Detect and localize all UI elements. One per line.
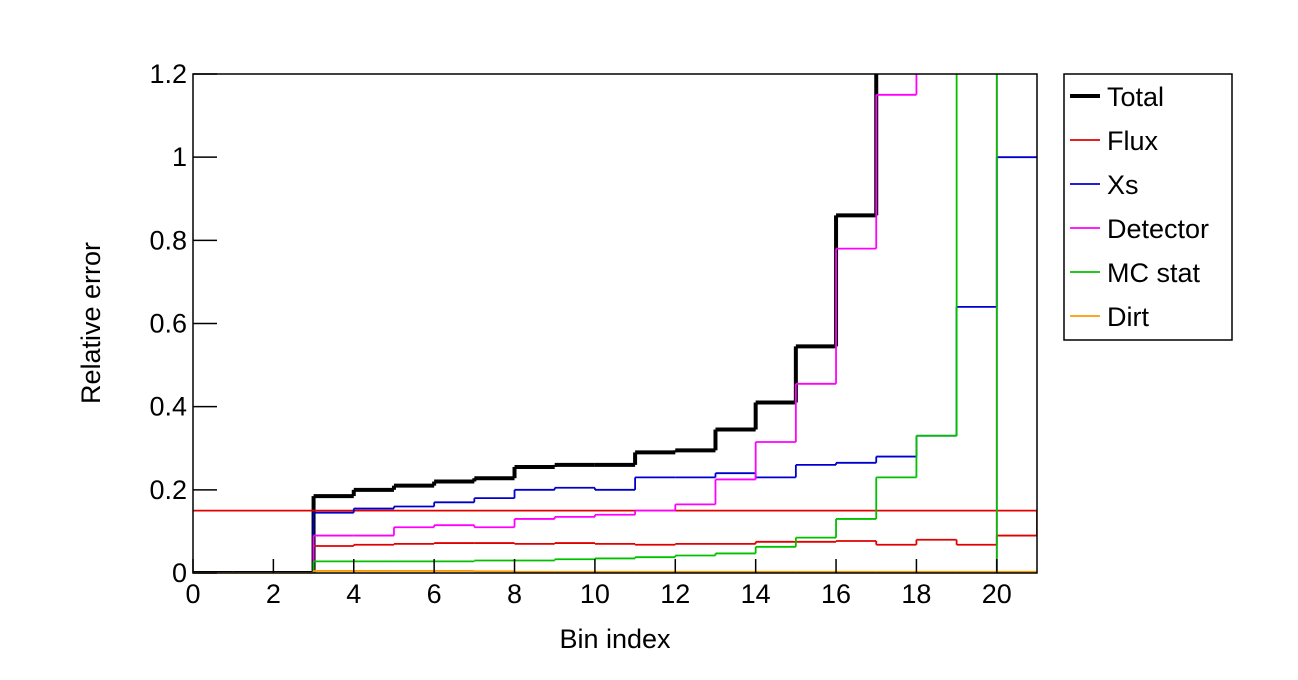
legend-label: Xs: [1107, 170, 1139, 200]
x-tick-label: 0: [185, 579, 200, 609]
legend-label: Total: [1107, 82, 1164, 112]
x-tick-label: 8: [507, 579, 522, 609]
legend-label: Dirt: [1107, 302, 1149, 332]
y-axis-label: Relative error: [76, 242, 106, 404]
legend-label: MC stat: [1107, 258, 1201, 288]
legend-box: [1063, 73, 1233, 341]
x-tick-label: 6: [427, 579, 442, 609]
x-tick-label: 4: [346, 579, 361, 609]
legend-label: Detector: [1107, 214, 1209, 244]
legend-label: Flux: [1107, 126, 1159, 156]
y-tick-label: 0.6: [149, 309, 187, 339]
y-tick-label: 0.2: [149, 475, 187, 505]
x-axis-label: Bin index: [559, 624, 671, 654]
x-tick-label: 14: [741, 579, 771, 609]
x-tick-label: 10: [580, 579, 610, 609]
x-tick-label: 20: [982, 579, 1012, 609]
y-tick-label: 0: [172, 558, 187, 588]
x-tick-label: 2: [266, 579, 281, 609]
y-tick-label: 1.2: [149, 59, 187, 89]
x-tick-label: 12: [660, 579, 690, 609]
y-tick-label: 0.4: [149, 392, 187, 422]
x-tick-label: 16: [821, 579, 851, 609]
y-tick-label: 1: [172, 142, 187, 172]
x-tick-label: 18: [901, 579, 931, 609]
y-tick-label: 0.8: [149, 225, 187, 255]
plot-area: [193, 74, 1037, 573]
